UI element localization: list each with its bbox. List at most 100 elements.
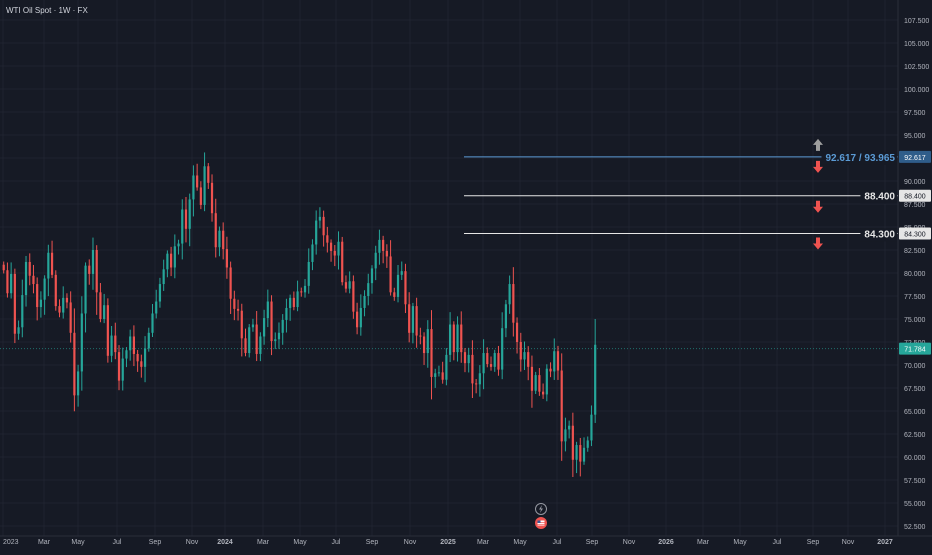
candle [218,226,221,257]
candle [564,417,567,452]
level-tag-label: 88.400 [904,194,926,201]
time-tick-label: Jul [332,539,341,546]
candle-body [322,216,325,236]
candle [173,234,176,279]
candle-body [58,306,61,313]
candle-body [147,332,150,349]
candle-body [236,308,240,311]
candle [534,371,537,394]
candle [106,298,109,363]
candle [579,437,582,477]
candle-body [560,370,563,442]
candle [91,237,95,290]
price-tick-label: 62.500 [904,432,926,439]
price-tick-label: 107.500 [904,18,929,25]
level-label-bg [860,190,898,204]
candle [515,317,519,354]
us-flag-icon[interactable] [535,517,547,529]
candle-body [181,209,184,244]
candle-body [69,302,72,333]
candle-body [80,313,83,372]
candle-body [214,213,217,248]
candle-body [586,440,589,448]
candle-body [341,241,344,283]
candle-body [13,273,16,334]
candle [374,245,377,281]
candle-body [318,216,321,221]
candle-body [564,429,567,442]
candle [58,299,61,318]
candle-body [542,391,545,395]
candle [445,348,448,386]
candle-body [136,353,139,362]
candle [274,332,277,350]
candle [367,273,370,306]
candle-body [515,322,519,342]
candle-body [467,354,470,364]
time-tick-label: Sep [149,539,162,546]
time-tick-label: Sep [366,539,379,546]
candle [527,346,530,381]
candle [155,289,158,319]
price-tick-label: 82.500 [904,248,926,255]
candle [240,303,243,357]
candle-body [240,310,243,339]
candle-body [170,253,173,268]
candle-body [151,313,154,333]
candle [493,349,496,372]
candle-body [404,271,407,305]
candle-body [292,297,295,308]
candle [456,316,459,362]
candle [140,354,143,378]
candle-body [28,261,31,276]
candle-body [415,306,418,336]
candle [24,255,28,307]
candle-body [382,239,385,251]
candle [132,325,135,367]
candle-body [2,264,5,271]
candle [103,293,106,324]
candle-body [422,336,426,354]
candle [385,244,388,268]
candle-body [121,358,124,381]
candle-body [6,270,9,294]
level-label: 92.617 / 93.965 [825,153,895,164]
arrow-up-icon [813,138,823,151]
candle-body [434,373,437,377]
candle [99,283,102,323]
candle [441,361,444,384]
price-tick-label: 52.500 [904,524,926,531]
candle-body [73,332,76,396]
level-label: 84.300 [864,229,895,240]
candle [214,198,217,258]
candle-body [177,243,180,247]
candle-body [266,301,269,319]
time-tick-label: 2025 [440,539,456,546]
candle [307,248,310,294]
candle-body [263,318,266,337]
price-tick-label: 97.500 [904,110,926,117]
candle [73,308,76,412]
level-tag [899,227,931,240]
candle-body [579,445,582,462]
lightning-icon[interactable] [535,503,547,515]
candle-body [173,246,176,268]
candle [151,304,154,338]
candle-body [411,306,414,333]
candle-body [527,352,530,367]
candle-body [326,235,329,243]
candle [501,312,504,380]
time-tick-label: 2024 [217,539,233,546]
candle [400,261,403,280]
candle-body [460,324,463,353]
candle [482,339,485,390]
candle-body [192,175,195,200]
candle-body [359,307,362,328]
candle-body [363,296,366,308]
price-tick-label: 65.000 [904,409,926,416]
price-tick-label: 105.000 [904,41,929,48]
candles [2,152,597,478]
time-tick-label: May [293,539,307,546]
